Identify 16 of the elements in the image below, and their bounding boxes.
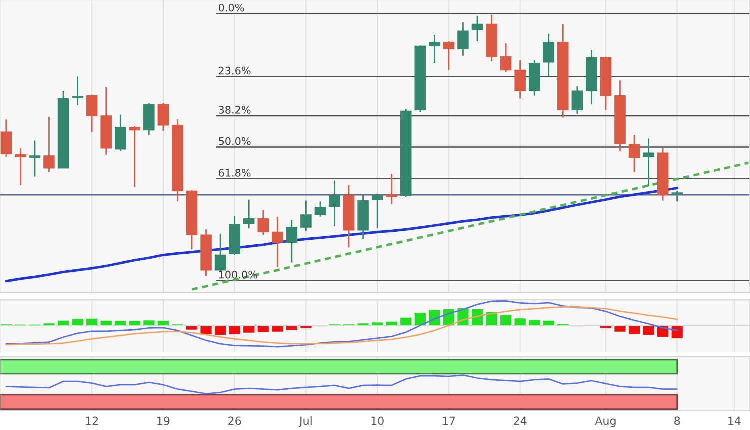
annotation: 61.8%	[218, 169, 251, 177]
x-tick-label: 24	[514, 416, 527, 425]
x-tick-label: Aug	[595, 416, 616, 428]
annotation: 50.0%	[219, 137, 251, 146]
annotation: 23.6%	[219, 66, 251, 75]
annotation: 38.2%	[219, 106, 251, 114]
x-tick-label: 17	[443, 416, 456, 425]
x-tick-label: 26	[228, 416, 242, 426]
annotation: 0.0%	[218, 4, 244, 12]
x-tick-label: 19	[158, 416, 170, 426]
x-tick-label: 12	[86, 416, 98, 425]
x-tick-label: Jul	[298, 416, 312, 428]
x-tick-label: 10	[372, 416, 384, 426]
x-tick-label: 8	[674, 416, 680, 426]
x-tick-label: 14	[728, 416, 741, 425]
annotation: 100.0%	[219, 270, 258, 279]
